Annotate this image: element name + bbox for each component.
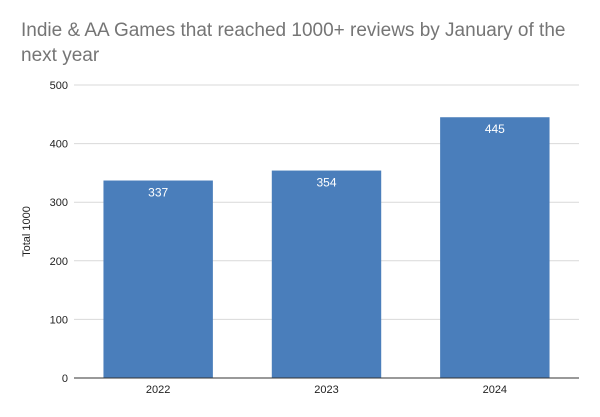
bar-data-label: 354	[316, 176, 336, 190]
bar	[440, 117, 550, 378]
y-tick-label: 400	[50, 139, 68, 151]
y-axis-title: Total 1000	[21, 206, 33, 257]
x-tick-label: 2024	[483, 384, 507, 396]
bars	[103, 117, 550, 378]
data-labels: 337 354 445	[148, 122, 505, 199]
y-tick-label: 300	[50, 197, 68, 209]
x-tick-label: 2023	[314, 384, 338, 396]
y-tick-label: 500	[50, 80, 68, 92]
x-tick-label: 2022	[146, 384, 170, 396]
bar-data-label: 337	[148, 186, 168, 200]
y-tick-label: 200	[50, 256, 68, 268]
y-tick-label: 100	[50, 314, 68, 326]
y-tick-label: 0	[62, 373, 68, 385]
bar-data-label: 445	[485, 122, 505, 136]
bar	[271, 170, 382, 378]
chart-title: Indie & AA Games that reached 1000+ revi…	[21, 20, 566, 66]
x-tick-labels: 2022 2023 2024	[146, 384, 507, 396]
y-tick-labels: 0 100 200 300 400 500	[50, 80, 68, 385]
bar	[103, 180, 213, 378]
